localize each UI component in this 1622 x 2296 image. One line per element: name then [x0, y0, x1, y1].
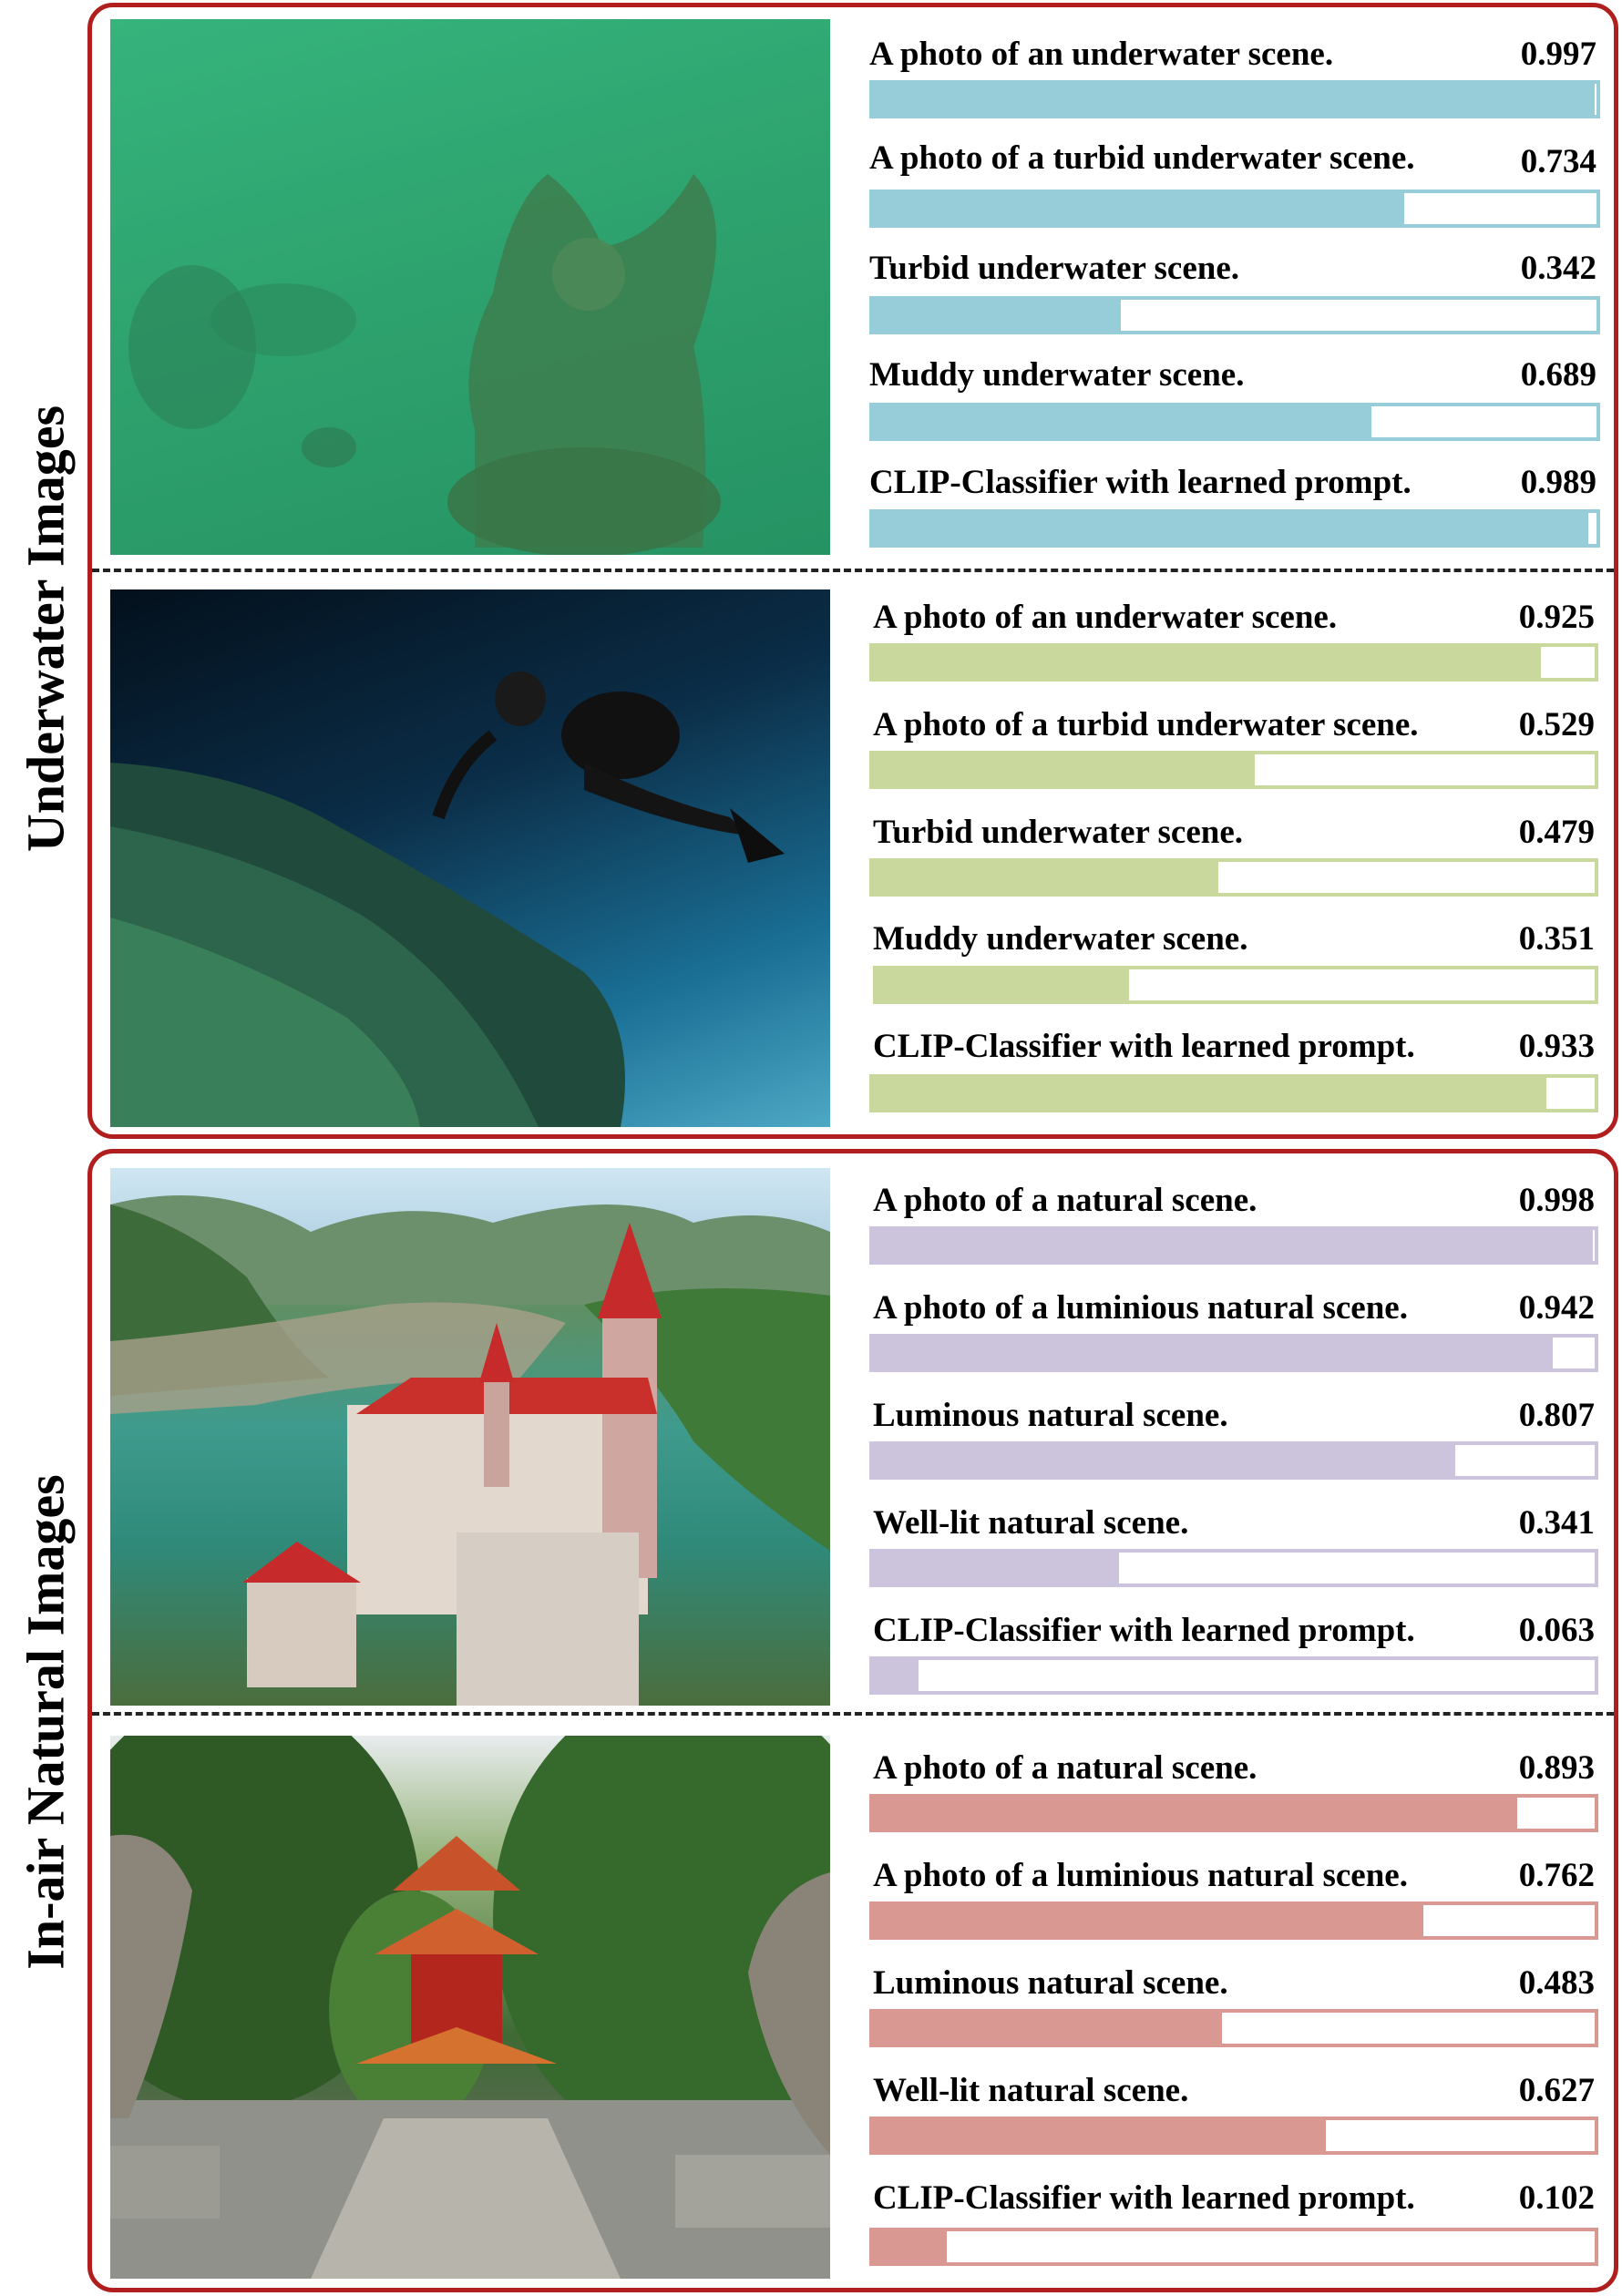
bar-label: CLIP-Classifier with learned prompt. — [873, 2179, 1415, 2217]
scuba-diver-image — [110, 589, 830, 1127]
bar — [873, 1905, 1423, 1936]
bar-value-label: 0.942 — [1518, 1289, 1595, 1327]
bar — [873, 754, 1255, 785]
bar-value-label: 0.479 — [1518, 814, 1595, 851]
bar-track — [869, 1794, 1598, 1832]
bar-label: A photo of an underwater scene. — [869, 36, 1334, 73]
castle-lake-image — [110, 1168, 830, 1706]
bar-value-label: 0.063 — [1518, 1612, 1595, 1649]
bar-track — [869, 1074, 1598, 1112]
bar — [873, 1798, 1518, 1829]
bar-label: Well-lit natural scene. — [873, 2072, 1189, 2109]
bar — [873, 2231, 947, 2262]
bar — [873, 1230, 1594, 1261]
bar-label: Muddy underwater scene. — [873, 920, 1248, 958]
bar-track — [869, 643, 1598, 682]
bar-value-label: 0.102 — [1518, 2179, 1595, 2217]
bar — [873, 1078, 1546, 1109]
bar-track — [869, 1549, 1598, 1587]
bar-label: A photo of an underwater scene. — [873, 599, 1338, 636]
bar-track — [869, 1441, 1598, 1480]
group-title-in-air: In-air Natural Images — [15, 1474, 76, 1970]
bar-track — [869, 1656, 1598, 1695]
bar-track — [869, 1901, 1598, 1940]
bar-value-label: 0.933 — [1518, 1028, 1595, 1065]
bar-track — [869, 858, 1598, 897]
bar-value-label: 0.997 — [1520, 36, 1596, 73]
bar — [873, 862, 1219, 893]
group-frame-in-air — [87, 1149, 1618, 2292]
bar — [873, 1338, 1554, 1368]
bar-value-label: 0.807 — [1518, 1397, 1595, 1434]
bar — [873, 2013, 1222, 2044]
bar-label: Muddy underwater scene. — [869, 356, 1245, 394]
bar-label: Well-lit natural scene. — [873, 1504, 1189, 1542]
bar-label: Luminous natural scene. — [873, 1964, 1228, 2002]
bar-label: A photo of a natural scene. — [873, 1182, 1258, 1219]
bar — [873, 513, 1589, 544]
bar-value-label: 0.342 — [1520, 250, 1596, 287]
bar-track — [873, 966, 1598, 1004]
bar-value-label: 0.893 — [1518, 1749, 1595, 1787]
bar — [873, 2120, 1326, 2151]
bar-label: Luminous natural scene. — [873, 1397, 1228, 1434]
bar-track — [869, 1226, 1598, 1265]
bar-label: CLIP-Classifier with learned prompt. — [869, 464, 1412, 501]
bar-value-label: 0.483 — [1518, 1964, 1595, 2002]
bar-track — [869, 2228, 1598, 2266]
bar-value-label: 0.351 — [1518, 920, 1595, 958]
bar-label: Turbid underwater scene. — [873, 814, 1244, 851]
bar — [873, 300, 1121, 331]
bar-track — [869, 296, 1600, 334]
bar-value-label: 0.989 — [1520, 464, 1596, 501]
bar — [873, 1553, 1120, 1584]
underwater-statue-image — [110, 19, 830, 555]
bar-track — [869, 190, 1600, 228]
pagoda-forest-image — [110, 1736, 830, 2279]
bar-value-label: 0.734 — [1520, 143, 1596, 180]
bar — [877, 969, 1129, 1000]
bar-track — [869, 751, 1598, 789]
bar-label: A photo of a turbid underwater scene. — [869, 139, 1415, 177]
bar-label: A photo of a natural scene. — [873, 1749, 1258, 1787]
bar-track — [869, 2117, 1598, 2155]
bar — [873, 84, 1595, 115]
bar-track — [869, 509, 1600, 548]
bar-value-label: 0.762 — [1518, 1857, 1595, 1894]
bar-track — [869, 80, 1600, 118]
bar-label: A photo of a luminious natural scene. — [873, 1289, 1408, 1327]
bar-value-label: 0.925 — [1518, 599, 1595, 636]
bar-label: CLIP-Classifier with learned prompt. — [873, 1612, 1415, 1649]
bar-value-label: 0.627 — [1518, 2072, 1595, 2109]
bar — [873, 193, 1404, 224]
bar-label: CLIP-Classifier with learned prompt. — [873, 1028, 1415, 1065]
bar-value-label: 0.341 — [1518, 1504, 1595, 1542]
group-title-underwater: Underwater Images — [15, 405, 76, 853]
panel-separator — [92, 569, 1614, 572]
bar-value-label: 0.689 — [1520, 356, 1596, 394]
bar-value-label: 0.998 — [1518, 1182, 1595, 1219]
bar — [873, 1660, 919, 1691]
panel-separator — [92, 1712, 1614, 1716]
bar-track — [869, 403, 1600, 441]
bar-value-label: 0.529 — [1518, 706, 1595, 743]
bar — [873, 1445, 1456, 1476]
bar — [873, 406, 1372, 437]
bar-track — [869, 2009, 1598, 2047]
bar-track — [869, 1334, 1598, 1372]
bar-label: Turbid underwater scene. — [869, 250, 1240, 287]
bar-label: A photo of a luminious natural scene. — [873, 1857, 1408, 1894]
group-frame-underwater — [87, 3, 1618, 1139]
bar-label: A photo of a turbid underwater scene. — [873, 706, 1419, 743]
bar — [873, 647, 1541, 678]
